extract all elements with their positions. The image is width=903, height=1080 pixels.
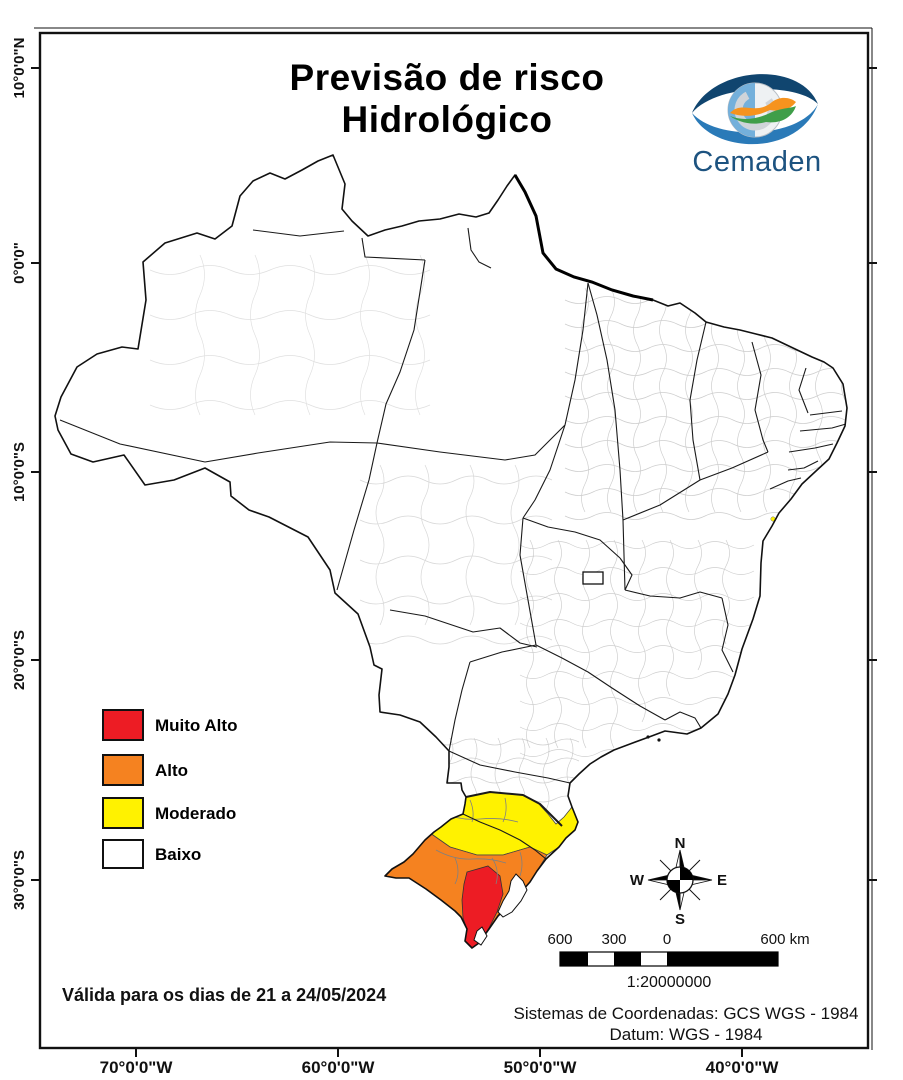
lagoa-dos-patos	[497, 873, 528, 918]
distrito-federal	[582, 571, 604, 585]
scale-tick-label: 0	[663, 931, 671, 948]
compass-w: W	[630, 872, 645, 889]
eye-bottom-lid	[692, 104, 818, 145]
lat-label: 20°0'0"S	[11, 630, 28, 690]
cemaden-logo: Cemaden	[692, 74, 821, 178]
longitude-ticks	[135, 1048, 743, 1057]
compass-rose: N S W E	[630, 835, 727, 928]
scale-bar-outline	[559, 951, 779, 967]
crs-note: Sistemas de Coordenadas: GCS WGS - 1984 …	[514, 1004, 859, 1044]
crs-note-line2: Datum: WGS - 1984	[609, 1025, 762, 1044]
validity-note: Válida para os dias de 21 a 24/05/2024	[62, 985, 386, 1005]
scale-tick-label: 300	[601, 931, 626, 948]
crs-note-line1: Sistemas de Coordenadas: GCS WGS - 1984	[514, 1004, 859, 1023]
scale-tick-label: 600	[547, 931, 572, 948]
compass-quadrant-ne	[680, 867, 693, 880]
compass-quadrant-sw	[667, 880, 680, 893]
legend-swatch-muito-alto	[102, 709, 144, 741]
compass-n: N	[675, 835, 686, 852]
scale-bar: 600 300 0 600 km 1:20000000	[547, 931, 809, 991]
title-line2: Hidrológico	[341, 99, 552, 140]
lon-label: 60°0'0"W	[302, 1058, 376, 1077]
legend-label-moderado: Moderado	[155, 804, 236, 823]
lat-label: 30°0'0"S	[11, 850, 28, 910]
risk-regions	[384, 516, 776, 948]
legend: Muito Alto Alto Moderado Baixo	[102, 709, 237, 869]
scale-tick-label: 600 km	[760, 931, 809, 948]
scale-ratio: 1:20000000	[627, 974, 712, 991]
coastal-islet	[646, 735, 650, 739]
legend-label-baixo: Baixo	[155, 845, 201, 864]
lon-label: 50°0'0"W	[504, 1058, 578, 1077]
legend-label-alto: Alto	[155, 761, 188, 780]
scale-bar-labels: 600 300 0 600 km	[547, 931, 809, 948]
legend-swatch-baixo	[102, 839, 144, 869]
state-borders	[59, 227, 847, 860]
coastal-islet	[657, 738, 661, 742]
lat-label: 10°0'0"S	[11, 442, 28, 502]
legend-label-muito-alto: Muito Alto	[155, 716, 237, 735]
legend-swatch-alto	[102, 754, 144, 786]
logo-wave-orange	[730, 97, 796, 116]
brazil-outline	[54, 154, 848, 949]
lon-label: 70°0'0"W	[100, 1058, 174, 1077]
municipal-mesh-amazon	[149, 254, 431, 416]
brazil-landmass	[55, 155, 847, 948]
legend-swatch-moderado	[102, 797, 144, 829]
municipal-mesh-centerwest	[359, 464, 553, 645]
latitude-ticks	[31, 67, 877, 881]
lagoa-mirim	[473, 926, 488, 946]
axis-labels: 10°0'0"N 0°0'0" 10°0'0"S 20°0'0"S 30°0'0…	[11, 38, 779, 1077]
lon-label: 40°0'0"W	[706, 1058, 780, 1077]
compass-s: S	[675, 911, 685, 928]
logo-wordmark: Cemaden	[692, 146, 821, 178]
municipal-mesh-south	[434, 737, 580, 811]
logo-wave-green	[730, 106, 796, 124]
map-frame	[31, 27, 877, 1057]
map-title: Previsão de risco Hidrológico	[290, 57, 605, 140]
lat-label: 10°0'0"N	[11, 38, 28, 99]
compass-e: E	[717, 872, 727, 889]
eye-top-lid	[692, 74, 818, 113]
north-coast-emphasis	[513, 174, 654, 302]
lat-label: 0°0'0"	[11, 242, 28, 284]
brazil-map	[54, 154, 848, 949]
title-line1: Previsão de risco	[290, 57, 605, 98]
compass-diagonals	[659, 859, 701, 901]
